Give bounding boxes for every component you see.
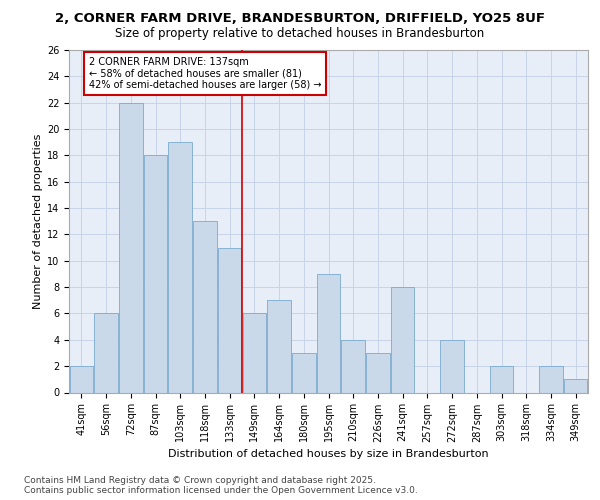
- Bar: [440, 340, 464, 392]
- Bar: [366, 353, 389, 393]
- Bar: [144, 156, 167, 392]
- Text: 2 CORNER FARM DRIVE: 137sqm
← 58% of detached houses are smaller (81)
42% of sem: 2 CORNER FARM DRIVE: 137sqm ← 58% of det…: [89, 56, 321, 90]
- Text: Size of property relative to detached houses in Brandesburton: Size of property relative to detached ho…: [115, 28, 485, 40]
- Text: Contains HM Land Registry data © Crown copyright and database right 2025.
Contai: Contains HM Land Registry data © Crown c…: [24, 476, 418, 495]
- Bar: [218, 248, 241, 392]
- Bar: [539, 366, 563, 392]
- Bar: [490, 366, 513, 392]
- Bar: [70, 366, 93, 392]
- Bar: [391, 287, 415, 393]
- Bar: [564, 380, 587, 392]
- Bar: [292, 353, 316, 393]
- X-axis label: Distribution of detached houses by size in Brandesburton: Distribution of detached houses by size …: [168, 448, 489, 458]
- Y-axis label: Number of detached properties: Number of detached properties: [32, 134, 43, 309]
- Bar: [193, 221, 217, 392]
- Bar: [341, 340, 365, 392]
- Bar: [317, 274, 340, 392]
- Bar: [94, 314, 118, 392]
- Bar: [268, 300, 291, 392]
- Bar: [169, 142, 192, 393]
- Bar: [242, 314, 266, 392]
- Text: 2, CORNER FARM DRIVE, BRANDESBURTON, DRIFFIELD, YO25 8UF: 2, CORNER FARM DRIVE, BRANDESBURTON, DRI…: [55, 12, 545, 26]
- Bar: [119, 102, 143, 393]
